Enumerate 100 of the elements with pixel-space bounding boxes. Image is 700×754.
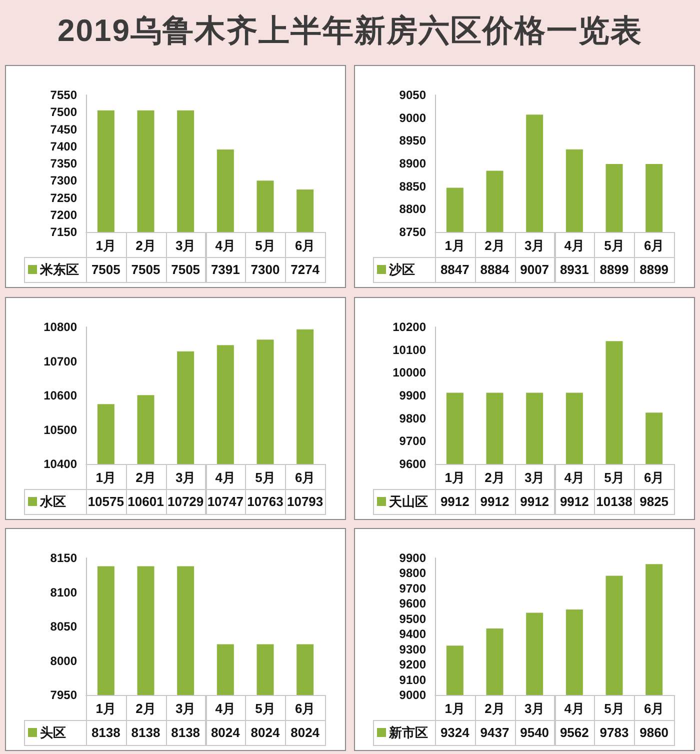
legend-label: 米东区 bbox=[39, 262, 79, 277]
y-tick-label: 10700 bbox=[44, 354, 78, 368]
data-label: 10138 bbox=[595, 494, 634, 509]
y-tick-label: 9900 bbox=[399, 388, 426, 402]
legend-label: 新市区 bbox=[388, 725, 428, 740]
data-label: 9825 bbox=[638, 494, 670, 509]
y-tick-label: 9600 bbox=[399, 596, 426, 611]
data-label: 10763 bbox=[246, 494, 284, 509]
x-tick-label: 4月 bbox=[564, 701, 585, 716]
y-tick-label: 10400 bbox=[44, 457, 78, 471]
y-tick-label: 8100 bbox=[50, 585, 78, 600]
data-label: 8931 bbox=[558, 262, 590, 277]
x-tick-label: 3月 bbox=[175, 470, 196, 485]
y-tick-label: 9800 bbox=[399, 411, 426, 426]
data-label: 8847 bbox=[439, 262, 470, 277]
legend-label: 天山区 bbox=[388, 494, 428, 509]
x-tick-label: 3月 bbox=[175, 238, 196, 253]
x-tick-label: 5月 bbox=[255, 470, 276, 485]
x-tick-label: 3月 bbox=[175, 701, 196, 716]
x-tick-label: 6月 bbox=[644, 238, 664, 253]
y-tick-label: 9400 bbox=[399, 627, 426, 642]
data-label: 10601 bbox=[126, 494, 165, 509]
data-label: 10729 bbox=[166, 494, 205, 509]
y-tick-label: 7350 bbox=[50, 156, 78, 170]
y-tick-label: 8850 bbox=[399, 179, 426, 194]
data-label: 8024 bbox=[250, 725, 281, 740]
x-tick-label: 4月 bbox=[564, 470, 585, 485]
data-label: 9562 bbox=[558, 725, 590, 740]
y-tick-label: 7950 bbox=[50, 688, 78, 702]
x-tick-label: 6月 bbox=[644, 470, 664, 485]
x-tick-label: 2月 bbox=[484, 238, 505, 253]
data-label: 9912 bbox=[439, 494, 470, 509]
x-tick-label: 2月 bbox=[484, 470, 505, 485]
data-label: 9912 bbox=[479, 494, 510, 509]
y-tick-label: 8000 bbox=[50, 654, 78, 668]
y-tick-label: 8800 bbox=[399, 202, 426, 216]
y-tick-label: 9000 bbox=[399, 110, 426, 125]
legend-label: 沙区 bbox=[388, 262, 415, 277]
data-label: 9324 bbox=[439, 725, 470, 740]
x-tick-label: 2月 bbox=[136, 701, 156, 716]
data-label: 7300 bbox=[250, 262, 281, 277]
data-label: 9912 bbox=[519, 494, 550, 509]
y-tick-label: 9000 bbox=[399, 688, 426, 702]
y-tick-label: 9200 bbox=[399, 658, 426, 672]
x-tick-label: 2月 bbox=[136, 470, 156, 485]
y-tick-label: 7250 bbox=[50, 190, 78, 205]
x-tick-label: 3月 bbox=[524, 701, 545, 716]
data-label: 8138 bbox=[130, 725, 162, 740]
y-tick-label: 7300 bbox=[50, 174, 78, 188]
data-label: 10747 bbox=[206, 494, 244, 509]
x-tick-label: 5月 bbox=[255, 238, 276, 253]
x-tick-label: 1月 bbox=[444, 701, 466, 716]
x-tick-label: 5月 bbox=[604, 701, 624, 716]
y-tick-label: 8150 bbox=[50, 551, 78, 565]
x-tick-label: 2月 bbox=[136, 238, 156, 253]
data-label: 7505 bbox=[170, 262, 202, 277]
x-tick-label: 3月 bbox=[524, 470, 545, 485]
x-tick-label: 4月 bbox=[215, 470, 236, 485]
data-label: 8024 bbox=[290, 725, 321, 740]
y-tick-label: 7550 bbox=[50, 88, 78, 102]
data-label: 10793 bbox=[286, 494, 324, 509]
y-tick-label: 9700 bbox=[399, 581, 426, 596]
x-tick-label: 3月 bbox=[524, 238, 545, 253]
x-tick-label: 1月 bbox=[444, 238, 466, 253]
y-tick-label: 7500 bbox=[50, 105, 78, 120]
y-tick-label: 10000 bbox=[392, 366, 426, 380]
data-label: 7274 bbox=[290, 262, 321, 277]
y-tick-label: 9050 bbox=[399, 88, 426, 102]
legend-label: 头区 bbox=[40, 725, 66, 740]
x-tick-label: 4月 bbox=[215, 238, 236, 253]
x-tick-label: 5月 bbox=[604, 470, 624, 485]
y-tick-label: 8750 bbox=[399, 225, 426, 239]
x-tick-label: 4月 bbox=[564, 238, 585, 253]
x-tick-label: 6月 bbox=[294, 238, 316, 253]
chart-title: 2019乌鲁木齐上半年新房六区价格一览表 bbox=[56, 12, 644, 50]
y-tick-label: 9500 bbox=[399, 612, 426, 626]
data-label: 9437 bbox=[479, 725, 510, 740]
data-label: 10575 bbox=[86, 494, 125, 509]
y-tick-label: 8900 bbox=[399, 156, 426, 170]
y-tick-label: 7450 bbox=[50, 122, 78, 136]
x-tick-label: 6月 bbox=[294, 470, 316, 485]
y-tick-label: 8050 bbox=[50, 620, 78, 634]
y-tick-label: 9300 bbox=[399, 642, 426, 656]
y-tick-label: 9700 bbox=[399, 434, 426, 448]
data-label: 8138 bbox=[90, 725, 122, 740]
data-label: 7391 bbox=[210, 262, 241, 277]
data-label: 9783 bbox=[598, 725, 630, 740]
data-label: 9912 bbox=[558, 494, 590, 509]
y-tick-label: 9900 bbox=[399, 551, 426, 565]
y-tick-label: 10200 bbox=[392, 320, 426, 334]
x-tick-label: 6月 bbox=[294, 701, 316, 716]
y-tick-label: 8950 bbox=[399, 134, 426, 148]
data-label: 7505 bbox=[90, 262, 122, 277]
x-tick-label: 2月 bbox=[484, 701, 505, 716]
data-label: 8138 bbox=[170, 725, 202, 740]
data-label: 7505 bbox=[130, 262, 162, 277]
x-tick-label: 1月 bbox=[96, 701, 116, 716]
y-tick-label: 10500 bbox=[44, 422, 78, 437]
x-tick-label: 1月 bbox=[96, 470, 116, 485]
x-tick-label: 6月 bbox=[644, 701, 664, 716]
